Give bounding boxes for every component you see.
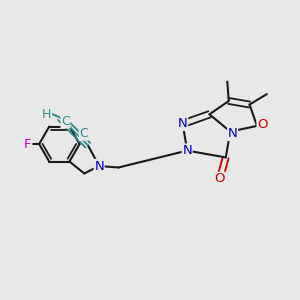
Text: O: O	[257, 118, 268, 131]
Text: N: N	[178, 117, 188, 130]
Text: F: F	[24, 138, 32, 151]
Text: C: C	[61, 115, 70, 128]
Text: N: N	[182, 144, 192, 157]
Text: C: C	[79, 127, 88, 140]
Text: H: H	[42, 107, 52, 121]
Text: N: N	[94, 160, 104, 172]
Text: O: O	[214, 172, 225, 185]
Text: N: N	[228, 128, 238, 140]
